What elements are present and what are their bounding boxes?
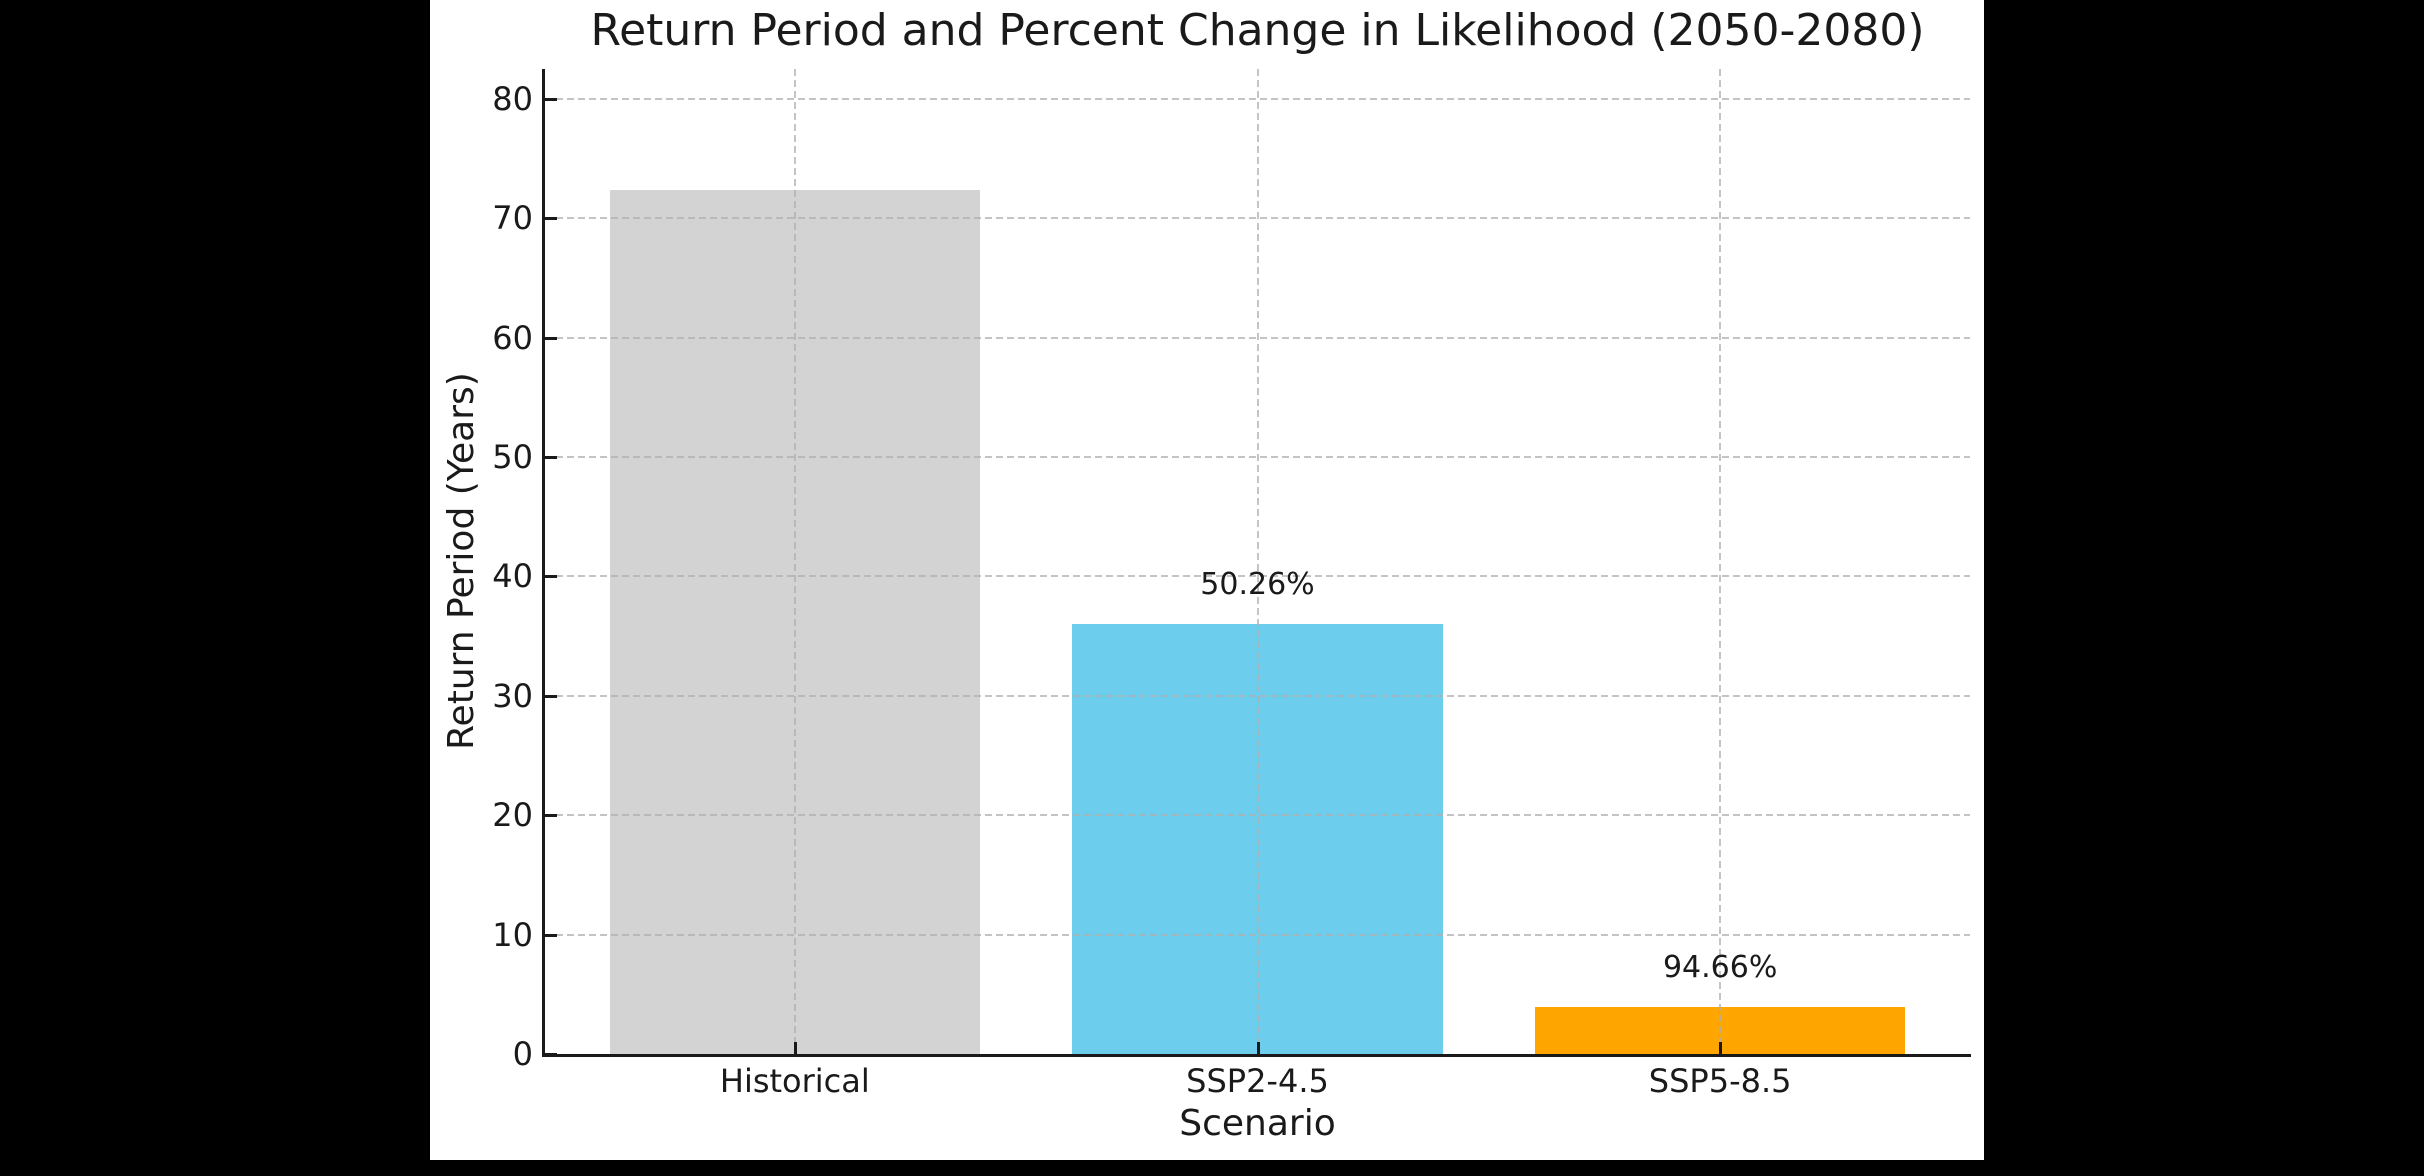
y-tick-30: [545, 694, 557, 698]
y-tick-10: [545, 933, 557, 937]
y-tick-label-40: 40: [492, 557, 533, 596]
y-tick-20: [545, 814, 557, 818]
chart-figure: Return Period and Percent Change in Like…: [430, 0, 1984, 1160]
y-tick-label-60: 60: [492, 318, 533, 357]
y-tick-80: [545, 97, 557, 101]
x-tick-label-2: SSP5-8.5: [1648, 1062, 1792, 1100]
x-axis-spine: [542, 1054, 1971, 1057]
v-gridline-1: [1256, 69, 1259, 1054]
v-gridline-0: [793, 69, 796, 1054]
y-tick-label-20: 20: [492, 796, 533, 835]
x-axis-label: Scenario: [1179, 1103, 1336, 1144]
y-tick-label-0: 0: [512, 1035, 533, 1073]
bar-annotation-2: 94.66%: [1662, 950, 1778, 986]
x-tick-label-1: SSP2-4.5: [1186, 1062, 1329, 1100]
x-tick-1: [1256, 1042, 1260, 1054]
y-tick-0: [545, 1053, 557, 1056]
bar-annotation-1: 50.26%: [1200, 567, 1315, 603]
y-tick-40: [545, 575, 557, 579]
y-tick-label-30: 30: [492, 676, 533, 715]
y-tick-label-70: 70: [492, 199, 533, 238]
y-tick-label-50: 50: [492, 438, 533, 477]
y-axis-spine: [542, 69, 545, 1057]
y-tick-label-10: 10: [492, 915, 533, 954]
x-tick-2: [1719, 1042, 1723, 1054]
y-tick-50: [545, 456, 557, 460]
y-tick-label-80: 80: [492, 79, 533, 118]
v-gridline-2: [1719, 69, 1722, 1054]
y-tick-60: [545, 336, 557, 340]
y-tick-70: [545, 217, 557, 221]
x-tick-0: [793, 1042, 797, 1054]
x-tick-label-0: Historical: [719, 1062, 870, 1100]
chart-title: Return Period and Percent Change in Like…: [590, 5, 1925, 56]
